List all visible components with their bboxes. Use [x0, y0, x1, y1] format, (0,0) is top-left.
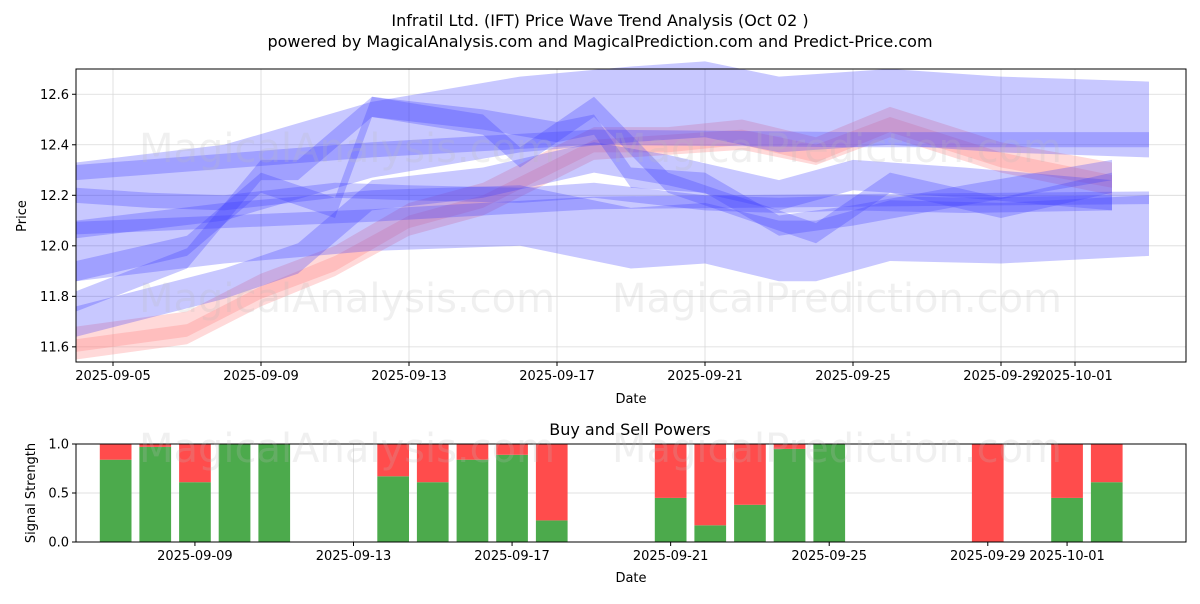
price-y-tick-label: 11.8: [40, 290, 69, 305]
signal-x-tick-label: 2025-09-29: [950, 549, 1026, 564]
chart-title: Infratil Ltd. (IFT) Price Wave Trend Ana…: [391, 11, 808, 30]
buy-power-bar: [734, 504, 766, 542]
watermark-prediction: MagicalPrediction.com: [612, 426, 1062, 472]
price-y-tick-label: 12.4: [40, 138, 69, 153]
sell-power-bar: [971, 444, 1004, 542]
buy-power-bar: [139, 446, 172, 542]
watermark-prediction: MagicalPrediction.com: [612, 126, 1062, 172]
price-wave-band-3: [76, 129, 1149, 181]
price-x-tick-label: 2025-09-25: [815, 369, 891, 384]
sell-power-bar: [773, 444, 806, 449]
watermark-analysis: MagicalAnalysis.com: [139, 276, 555, 322]
buy-power-bar: [416, 482, 449, 542]
buy-power-bar: [218, 444, 251, 542]
price-x-tick-label: 2025-09-17: [519, 369, 595, 384]
chart-subtitle: powered by MagicalAnalysis.com and Magic…: [267, 32, 932, 51]
signal-panel: Buy and Sell Powers 2025-09-09 2025-09-13…: [24, 420, 1187, 586]
watermark-prediction: MagicalPrediction.com: [612, 276, 1062, 322]
buy-power-bar: [99, 459, 132, 542]
buy-power-bar: [377, 476, 409, 542]
buy-power-bar: [496, 454, 528, 542]
signal-y-tick-label: 1.0: [48, 438, 69, 453]
signal-x-tick-label: 2025-09-09: [157, 549, 233, 564]
sell-power-bar: [1051, 444, 1083, 498]
signal-plot-frame: [75, 443, 1187, 543]
signal-x-tick-label: 2025-09-25: [791, 549, 867, 564]
sell-power-bar: [139, 444, 172, 447]
price-x-label: Date: [615, 392, 646, 407]
sell-power-bar: [416, 444, 449, 483]
sell-power-bar: [1090, 444, 1123, 483]
signal-x-tick-label: 2025-09-13: [316, 549, 392, 564]
buy-power-bar: [694, 525, 727, 542]
price-y-tick-label: 12.6: [40, 88, 69, 103]
buy-power-bar: [179, 482, 211, 542]
price-wave-bands: [76, 61, 1149, 360]
buy-power-bar: [456, 459, 489, 542]
sell-power-bar: [456, 444, 489, 460]
price-wave-band-2: [76, 117, 1112, 360]
signal-y-tick-label: 0.5: [48, 487, 69, 502]
price-x-tick-label: 2025-09-21: [667, 369, 743, 384]
price-x-tick-label: 2025-09-13: [371, 369, 447, 384]
buy-power-bar: [1090, 482, 1123, 542]
price-panel: 2025-09-05 2025-09-09 2025-09-13 2025-09-17…: [15, 61, 1187, 407]
signal-bars: [99, 444, 1123, 542]
price-wave-band-6: [76, 96, 1112, 282]
signal-x-label: Date: [615, 571, 646, 586]
price-plot-frame: [75, 68, 1187, 363]
price-y-label: Price: [15, 200, 30, 232]
sell-power-bar: [734, 444, 766, 505]
price-wave-band-4: [76, 191, 1149, 235]
buy-power-bar: [654, 497, 687, 542]
signal-title: Buy and Sell Powers: [549, 420, 711, 439]
sell-power-bar: [694, 444, 727, 526]
sell-power-bar: [654, 444, 687, 498]
price-grid: [76, 69, 1186, 362]
price-y-tick-label: 12.0: [40, 239, 69, 254]
buy-power-bar: [535, 520, 568, 542]
price-y-tick-label: 11.6: [40, 340, 69, 355]
watermark-analysis: MagicalAnalysis.com: [139, 426, 555, 472]
price-y-tick-label: 12.2: [40, 189, 69, 204]
signal-y-tick-label: 0.0: [48, 536, 69, 551]
sell-power-bar: [377, 444, 409, 477]
signal-x-tick-label: 2025-09-17: [474, 549, 550, 564]
signal-y-label: Signal Strength: [24, 443, 39, 543]
watermarks: MagicalAnalysis.com MagicalPrediction.co…: [139, 126, 1062, 472]
price-wave-band-5: [76, 182, 1112, 213]
sell-power-bar: [496, 444, 528, 455]
sell-power-bar: [179, 444, 211, 483]
price-x-tick-label: 2025-09-29: [963, 369, 1039, 384]
buy-power-bar: [1051, 497, 1083, 542]
sell-power-bar: [99, 444, 132, 460]
watermark-analysis: MagicalAnalysis.com: [139, 126, 555, 172]
buy-power-bar: [258, 444, 291, 542]
price-x-tick-label: 2025-09-05: [75, 369, 151, 384]
signal-x-tick-label: 2025-10-01: [1029, 549, 1105, 564]
buy-power-bar: [813, 444, 846, 542]
price-axes: 2025-09-05 2025-09-09 2025-09-13 2025-09-17…: [40, 88, 1113, 384]
buy-power-bar: [773, 448, 806, 542]
price-x-tick-label: 2025-10-01: [1037, 369, 1113, 384]
price-x-tick-label: 2025-09-09: [223, 369, 299, 384]
price-wave-band-1: [76, 106, 1112, 352]
price-wave-band-8: [76, 61, 1149, 239]
sell-power-bar: [535, 444, 568, 521]
signal-x-tick-label: 2025-09-21: [633, 549, 709, 564]
price-wave-band-9: [76, 185, 1149, 282]
signal-axes: 2025-09-09 2025-09-13 2025-09-17 2025-09-21…: [48, 438, 1105, 565]
